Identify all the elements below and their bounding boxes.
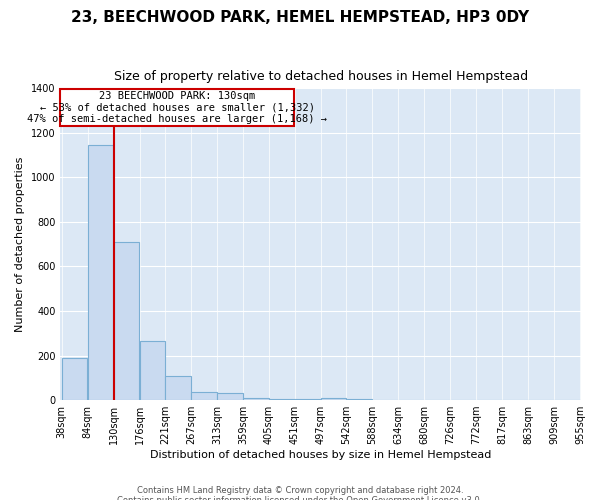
Bar	[269, 399, 295, 400]
Bar	[191, 392, 217, 400]
Bar	[243, 398, 269, 400]
Y-axis label: Number of detached properties: Number of detached properties	[16, 156, 25, 332]
Bar	[62, 358, 88, 400]
FancyBboxPatch shape	[61, 90, 295, 126]
Text: Contains HM Land Registry data © Crown copyright and database right 2024.: Contains HM Land Registry data © Crown c…	[137, 486, 463, 495]
Title: Size of property relative to detached houses in Hemel Hempstead: Size of property relative to detached ho…	[113, 70, 528, 83]
Bar	[321, 398, 346, 400]
Bar	[114, 242, 139, 400]
Bar	[88, 145, 113, 400]
Text: 23, BEECHWOOD PARK, HEMEL HEMPSTEAD, HP3 0DY: 23, BEECHWOOD PARK, HEMEL HEMPSTEAD, HP3…	[71, 10, 529, 25]
Bar	[140, 341, 165, 400]
X-axis label: Distribution of detached houses by size in Hemel Hempstead: Distribution of detached houses by size …	[150, 450, 491, 460]
Bar	[166, 376, 191, 400]
Bar	[217, 394, 243, 400]
Text: 23 BEECHWOOD PARK: 130sqm
← 53% of detached houses are smaller (1,332)
47% of se: 23 BEECHWOOD PARK: 130sqm ← 53% of detac…	[28, 91, 328, 124]
Text: Contains public sector information licensed under the Open Government Licence v3: Contains public sector information licen…	[118, 496, 482, 500]
